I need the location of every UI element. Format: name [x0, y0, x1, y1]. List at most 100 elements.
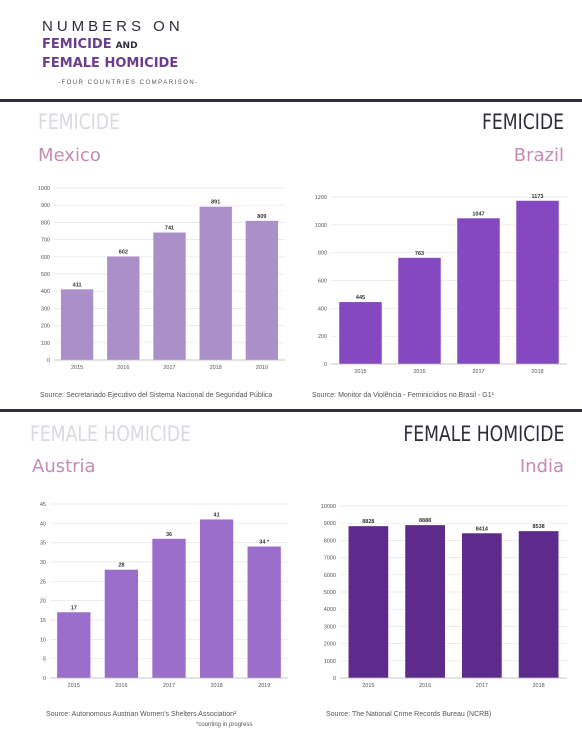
- bar-2016: [104, 569, 139, 678]
- data-label: 8828: [362, 519, 374, 525]
- x-tick-label: 2019: [258, 683, 270, 689]
- data-label: 41: [214, 512, 220, 518]
- y-tick-label: 1200: [315, 195, 327, 201]
- bar-2017: [152, 538, 186, 678]
- source-india: Source: The National Crime Records Burea…: [326, 711, 492, 718]
- x-tick-label: 2016: [413, 369, 425, 375]
- data-label: 763: [415, 251, 424, 257]
- source-mexico: Source: Secretariado Ejecutivo del Siste…: [40, 392, 273, 399]
- bar-2018: [518, 531, 559, 678]
- top-divider: [0, 99, 582, 102]
- y-tick-label: 600: [318, 279, 327, 285]
- y-tick-label: 400: [318, 306, 327, 312]
- y-tick-label: 5000: [324, 590, 336, 596]
- x-tick-label: 2015: [71, 365, 83, 371]
- x-tick-label: 2017: [476, 683, 488, 689]
- x-tick-label: 2018: [210, 683, 222, 689]
- section-homicide-light: FEMALE HOMICIDE: [30, 422, 192, 446]
- bar-2015: [339, 302, 382, 364]
- y-tick-label: 45: [40, 502, 46, 508]
- y-tick-label: 500: [41, 272, 50, 278]
- x-tick-label: 2015: [354, 369, 366, 375]
- chart-austria: 0 5 10 15 20 25 30 35 40 45 17 2015 28 2016 36 2017 41 20…: [40, 502, 288, 689]
- header-femicide: FEMICIDE: [42, 37, 112, 52]
- x-tick-label: 2015: [362, 683, 374, 689]
- y-tick-label: 1000: [38, 186, 50, 192]
- bar-2017: [153, 232, 186, 360]
- country-india: India: [519, 456, 564, 477]
- bar-2018: [199, 519, 234, 678]
- y-tick-label: 3000: [324, 624, 336, 630]
- data-label: 28: [118, 563, 124, 569]
- country-austria: Austria: [32, 456, 96, 477]
- y-tick-label: 300: [41, 306, 50, 312]
- y-tick-label: 15: [40, 618, 46, 624]
- y-tick-label: 1000: [324, 659, 336, 665]
- data-label: 891: [211, 200, 220, 206]
- x-tick-label: 2016: [117, 365, 129, 371]
- header-and: AND: [115, 41, 138, 51]
- data-label: 1047: [472, 211, 484, 217]
- x-tick-label: 2017: [472, 369, 484, 375]
- y-tick-label: 8000: [324, 538, 336, 544]
- y-tick-label: 200: [318, 334, 327, 340]
- x-tick-label: 2016: [115, 683, 127, 689]
- y-tick-label: 700: [41, 238, 50, 244]
- y-tick-label: 1000: [315, 223, 327, 229]
- bar-2017: [457, 218, 500, 364]
- y-tick-label: 100: [41, 341, 50, 347]
- x-tick-label: 2019: [256, 365, 268, 371]
- y-tick-label: 200: [41, 324, 50, 330]
- y-tick-label: 5: [43, 657, 46, 663]
- y-tick-label: 600: [41, 255, 50, 261]
- y-tick-label: 30: [40, 560, 46, 566]
- bar-2019: [245, 220, 279, 360]
- x-tick-label: 2017: [163, 365, 175, 371]
- bar-2018: [516, 200, 559, 364]
- data-label: 602: [119, 249, 128, 255]
- data-label: 809: [257, 214, 266, 220]
- data-label: 17: [71, 605, 77, 611]
- y-tick-label: 400: [41, 289, 50, 295]
- data-label: 411: [73, 282, 82, 288]
- y-tick-label: 6000: [324, 573, 336, 579]
- bar-2016: [107, 256, 140, 360]
- y-tick-label: 0: [333, 676, 336, 682]
- data-label: 36: [166, 532, 172, 538]
- y-tick-label: 9000: [324, 521, 336, 527]
- bar-2015: [57, 612, 91, 678]
- bar-2016: [398, 257, 441, 364]
- data-label: 741: [165, 226, 174, 232]
- bar-2019: [247, 546, 281, 678]
- y-tick-label: 7000: [324, 556, 336, 562]
- section-femicide-light: FEMICIDE: [38, 110, 120, 134]
- chart-brazil: 0 200 400 600 800 1000 1200 445 2015 763 2016 1047 2…: [315, 194, 567, 375]
- y-tick-label: 0: [43, 676, 46, 682]
- y-tick-label: 25: [40, 579, 46, 585]
- source-austria: Source: Autonomous Austrian Women's Shel…: [46, 711, 237, 718]
- y-tick-label: 20: [40, 599, 46, 605]
- y-tick-label: 10: [40, 637, 46, 643]
- x-tick-label: 2016: [419, 683, 431, 689]
- section-femicide-dark: FEMICIDE: [482, 110, 564, 134]
- y-tick-label: 40: [40, 521, 46, 527]
- x-tick-label: 2017: [163, 683, 175, 689]
- data-label: 8538: [533, 524, 545, 530]
- y-tick-label: 800: [318, 251, 327, 257]
- x-tick-label: 2018: [531, 369, 543, 375]
- data-label: 1173: [532, 194, 544, 200]
- y-tick-label: 900: [41, 203, 50, 209]
- data-label: 445: [356, 295, 365, 301]
- y-tick-label: 2000: [324, 642, 336, 648]
- data-label: 8888: [419, 518, 431, 524]
- header-line3: FEMALE HOMICIDE: [42, 56, 179, 71]
- y-tick-label: 4000: [324, 607, 336, 613]
- header-line1: NUMBERS ON: [42, 18, 184, 35]
- x-tick-label: 2018: [210, 365, 222, 371]
- section-homicide-dark: FEMALE HOMICIDE: [402, 422, 564, 446]
- data-label: 34 *: [259, 540, 270, 546]
- bar-2016: [405, 525, 445, 678]
- y-tick-label: 10000: [321, 504, 336, 510]
- source-brazil: Source: Monitor da Violência - Feminicíd…: [312, 392, 494, 399]
- x-tick-label: 2018: [533, 683, 545, 689]
